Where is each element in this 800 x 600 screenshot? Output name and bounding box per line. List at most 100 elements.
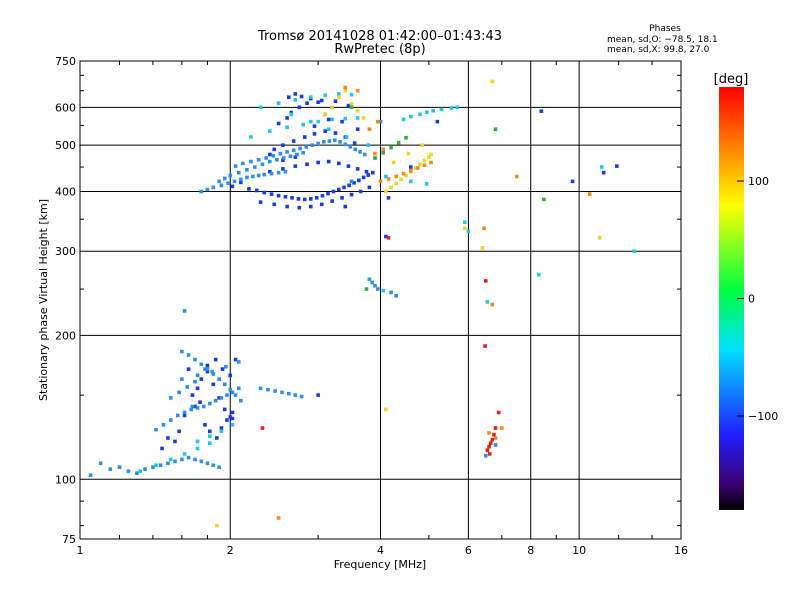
data-point: [267, 129, 272, 133]
data-point: [205, 367, 210, 371]
data-point: [281, 158, 285, 163]
data-point: [352, 181, 356, 185]
data-point: [189, 407, 193, 412]
data-point: [536, 272, 541, 277]
data-point: [389, 185, 393, 190]
data-point: [493, 426, 498, 430]
data-point: [338, 140, 342, 144]
data-point: [381, 150, 385, 155]
data-point: [587, 192, 592, 196]
data-point: [245, 168, 249, 172]
data-point: [260, 426, 265, 430]
data-point: [175, 413, 180, 418]
data-point: [198, 400, 202, 404]
data-point: [182, 309, 187, 313]
data-point: [230, 423, 235, 427]
data-point: [276, 193, 281, 198]
data-point: [210, 369, 214, 374]
colorbar-ticks: 100 0 −100: [737, 175, 778, 423]
data-point: [262, 190, 267, 195]
data-point: [239, 398, 243, 403]
data-point: [88, 473, 93, 477]
data-point: [487, 444, 491, 449]
data-point: [373, 151, 377, 156]
data-point: [213, 357, 218, 362]
data-point: [349, 179, 354, 184]
data-point: [222, 176, 227, 181]
x-tick-label: 4: [377, 544, 384, 557]
chart-title: Tromsø 20141028 01:42:00–01:43:43: [257, 29, 502, 44]
data-point: [285, 204, 289, 209]
data-point: [190, 404, 195, 409]
data-point: [319, 98, 324, 103]
data-point: [285, 150, 289, 154]
data-point: [308, 119, 313, 124]
data-point: [199, 459, 204, 464]
data-point: [205, 187, 210, 192]
data-point: [228, 387, 233, 392]
data-point: [98, 461, 103, 466]
data-point: [323, 129, 328, 133]
data-point: [408, 168, 413, 173]
data-point: [316, 393, 320, 397]
data-point: [220, 367, 225, 371]
colorbar-tick-label: 0: [748, 293, 755, 306]
data-point: [408, 165, 413, 169]
data-point: [415, 166, 420, 170]
x-tick-label: 8: [527, 544, 534, 557]
y-tick-label: 300: [55, 245, 76, 258]
data-point: [211, 382, 216, 387]
data-point: [466, 229, 471, 234]
data-point: [394, 174, 398, 179]
colorbar: [deg] 100 0 −100: [714, 72, 778, 510]
x-tick-label: 6: [465, 544, 472, 557]
data-point: [193, 404, 197, 409]
data-point: [302, 197, 307, 202]
grid-lines: [80, 61, 681, 539]
phases-info: Phases mean, sd,O: −78.5, 18.1 mean, sd,…: [607, 24, 718, 55]
data-point: [343, 116, 348, 121]
data-point: [632, 249, 637, 254]
data-point: [285, 125, 289, 130]
data-point: [487, 452, 492, 456]
data-point: [375, 287, 380, 291]
data-point: [462, 226, 467, 231]
data-point: [249, 159, 253, 164]
data-point: [182, 410, 187, 415]
data-point: [302, 135, 307, 139]
x-tick-labels: 1 2 4 6 8 10 16: [77, 544, 689, 557]
data-point: [358, 189, 363, 194]
data-point: [488, 441, 493, 445]
data-point: [487, 431, 491, 435]
data-point: [330, 117, 334, 122]
data-point: [320, 193, 325, 198]
data-point: [340, 119, 344, 124]
data-point: [208, 434, 212, 439]
data-point: [364, 287, 369, 291]
data-point: [281, 143, 285, 147]
y-tick-label: 750: [55, 55, 76, 68]
data-point: [346, 164, 351, 168]
data-point: [143, 467, 147, 471]
data-point: [186, 353, 191, 357]
data-point: [493, 443, 498, 447]
data-point: [384, 174, 388, 179]
data-point: [362, 152, 367, 157]
y-tick-label: 600: [55, 101, 76, 114]
data-point: [222, 382, 227, 387]
data-point: [301, 122, 305, 127]
data-point: [177, 429, 181, 434]
data-point: [254, 188, 259, 193]
data-point: [422, 158, 427, 163]
axis-ticks: [80, 61, 681, 539]
data-point: [346, 103, 351, 108]
data-point: [413, 166, 418, 170]
data-point: [290, 196, 294, 200]
data-point: [500, 426, 504, 430]
data-point: [299, 394, 304, 399]
data-point: [232, 179, 237, 184]
data-point: [597, 236, 602, 240]
y-tick-label: 200: [55, 329, 76, 342]
data-point: [213, 398, 218, 403]
data-point: [483, 279, 488, 283]
